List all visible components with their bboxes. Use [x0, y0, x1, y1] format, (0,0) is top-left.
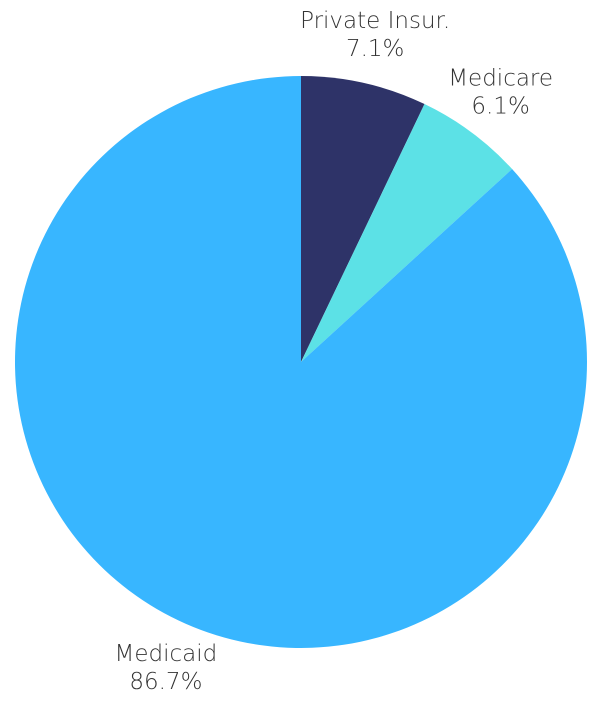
pie-slice — [301, 104, 513, 363]
value-label: 6.1% — [471, 93, 529, 119]
value-label: 7.1% — [346, 36, 404, 62]
pie-slice — [14, 75, 587, 648]
pie-slice — [301, 76, 425, 362]
slice-label: Private Insur. — [300, 8, 450, 34]
slice-label: Medicaid — [115, 641, 218, 667]
value-label: 86.7% — [129, 669, 202, 695]
slice-label: Medicare — [448, 65, 553, 91]
